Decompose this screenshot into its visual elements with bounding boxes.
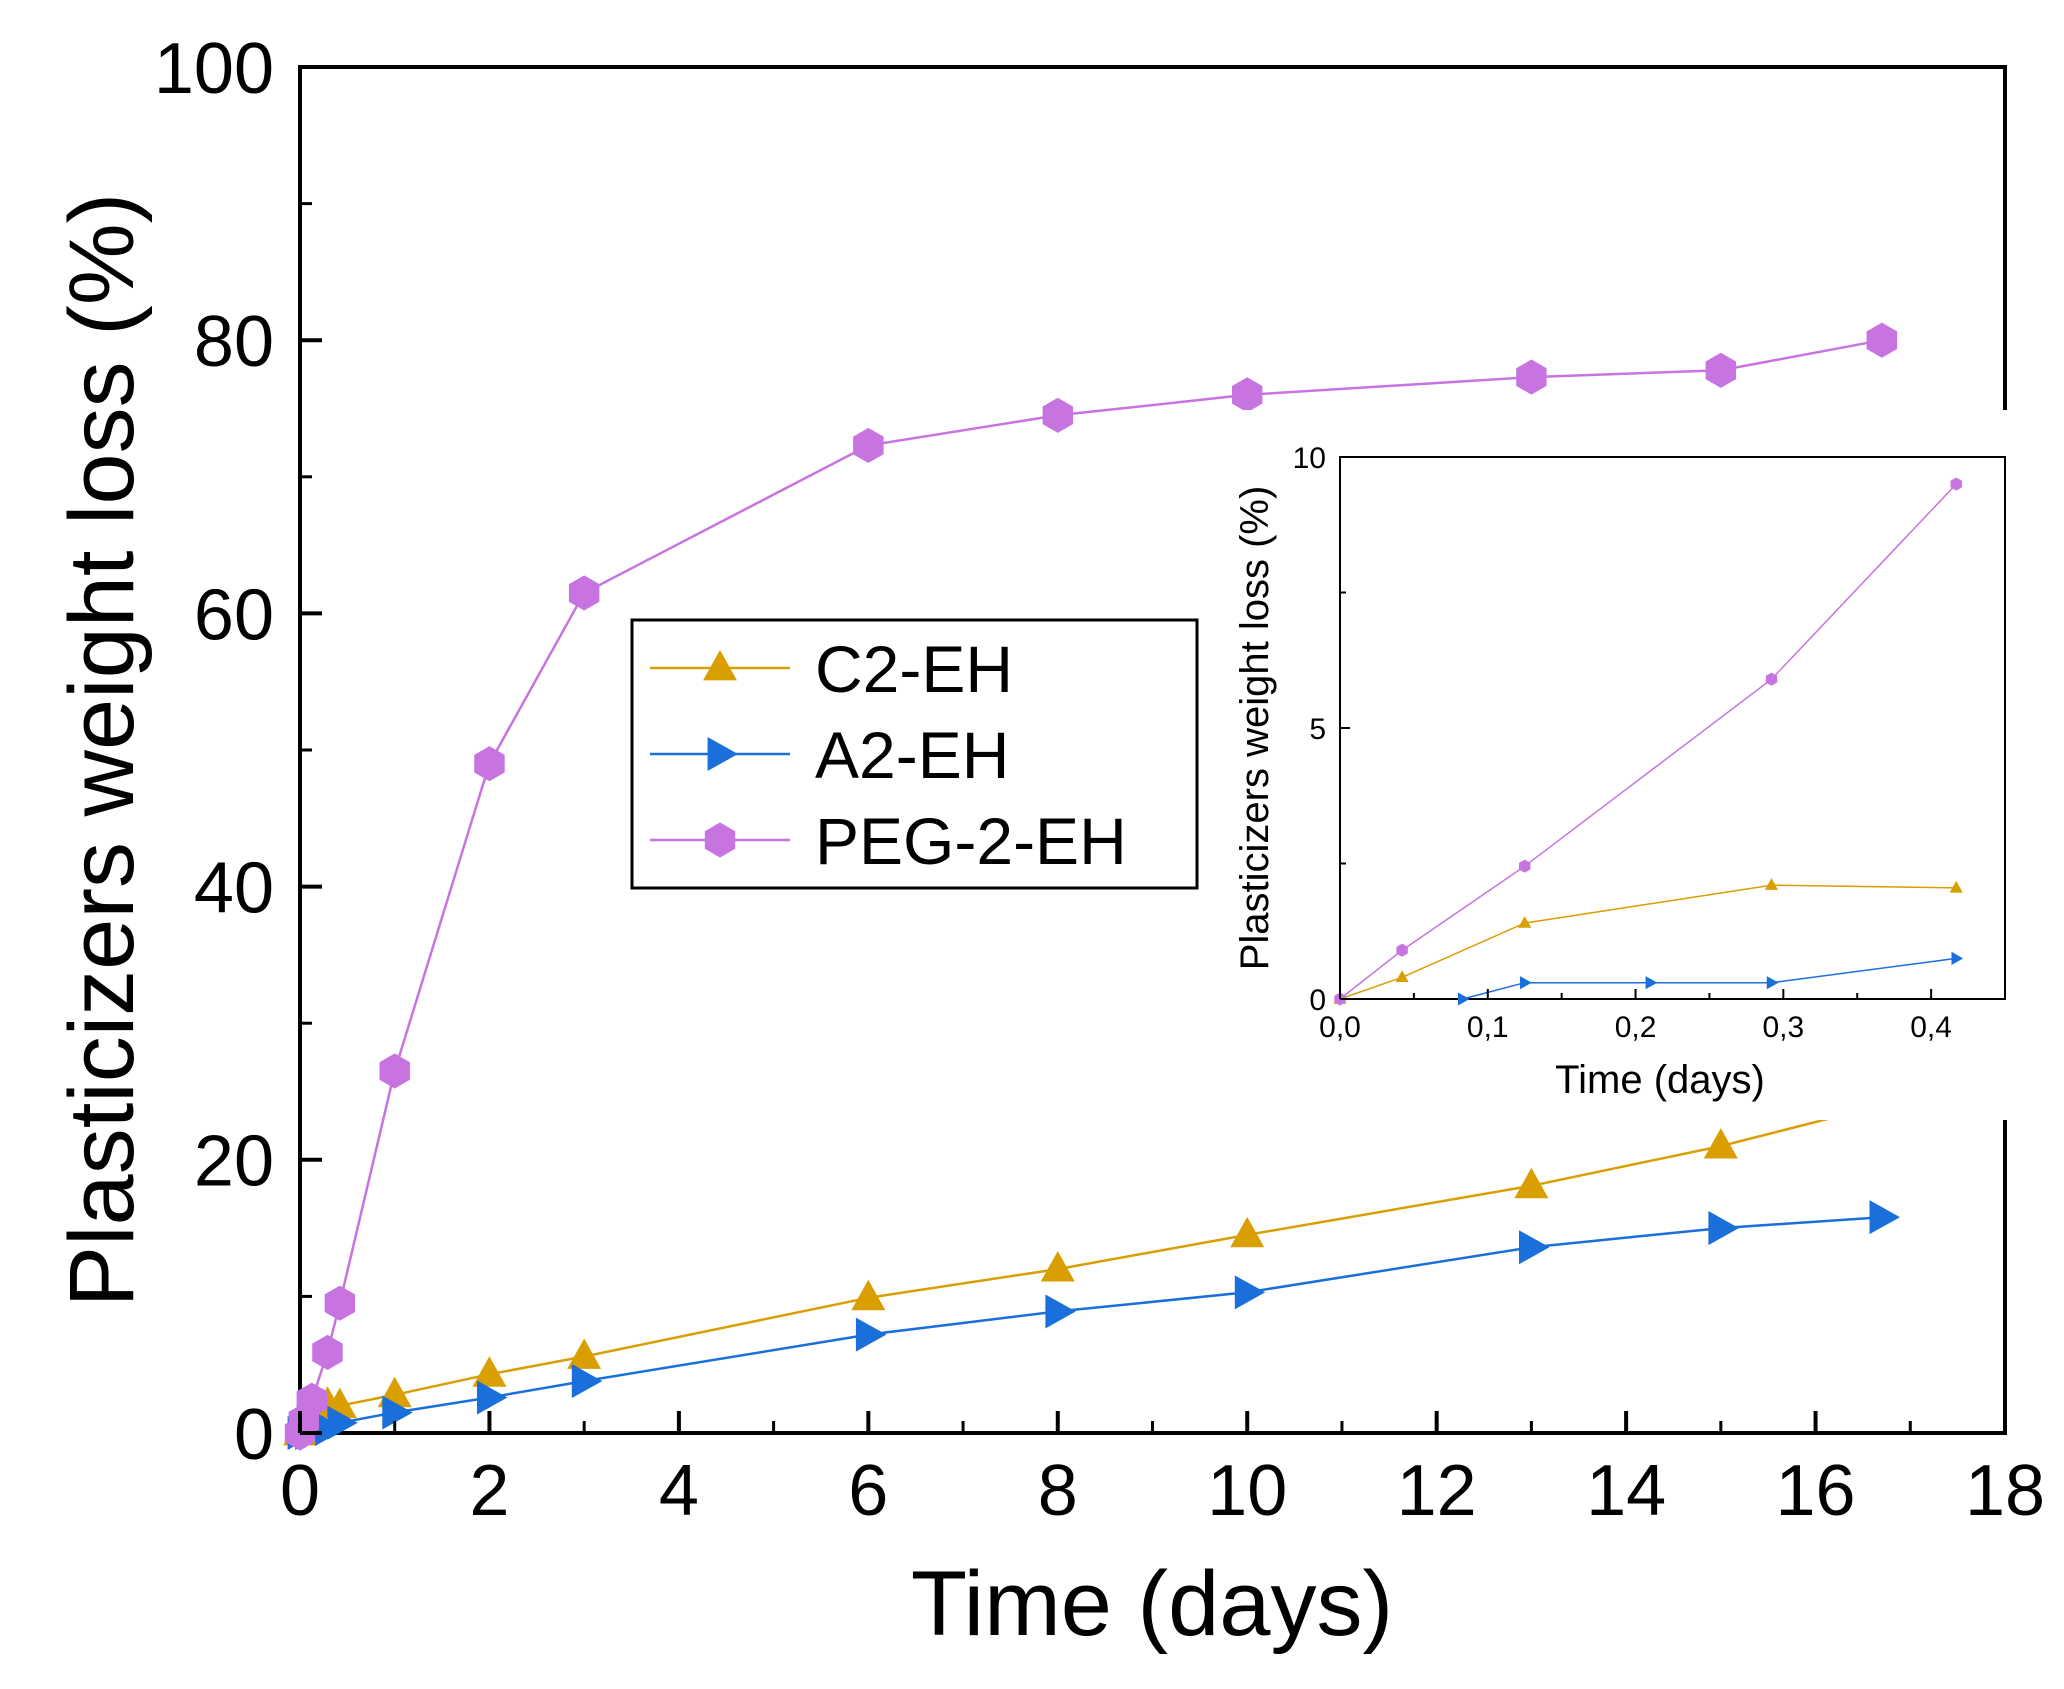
main-point-peg-2-eh (379, 1053, 410, 1089)
main-point-a2-eh (571, 1364, 603, 1399)
main-point-c2-eh (1040, 1251, 1075, 1282)
inset-y-axis-ticks: 0 5 10 (1293, 442, 1350, 1017)
main-x-tick-label: 0 (280, 1451, 320, 1531)
inset-plot: 0,0 0,1 0,2 0,3 0,4 0 5 10 Time (days) Plastic… (1233, 410, 2016, 1120)
main-point-a2-eh (1045, 1294, 1076, 1329)
main-x-tick-label: 6 (848, 1451, 888, 1531)
inset-background (1236, 410, 2016, 1120)
main-point-a2-eh (327, 1405, 358, 1440)
inset-point-peg-2-eh (1519, 859, 1531, 873)
inset-x-tick-label: 0,0 (1319, 1011, 1361, 1044)
legend-marker-peg-2-eh (704, 822, 736, 858)
legend-label-c2-eh: C2-EH (815, 632, 1013, 706)
inset-point-a2-eh (1520, 976, 1532, 990)
main-y-tick-label: 20 (194, 1122, 274, 1202)
main-point-peg-2-eh (853, 427, 884, 463)
main-y-tick-label: 80 (194, 302, 274, 382)
inset-point-a2-eh (1645, 976, 1658, 990)
main-y-tick-label: 100 (154, 29, 274, 109)
main-point-a2-eh (1519, 1230, 1550, 1265)
main-x-tick-label: 18 (1965, 1451, 2045, 1531)
main-point-peg-2-eh (568, 575, 600, 611)
main-point-a2-eh (477, 1380, 508, 1415)
inset-y-tick-label: 10 (1293, 442, 1326, 475)
main-point-peg-2-eh (1042, 397, 1073, 433)
inset-x-tick-label: 0,1 (1467, 1011, 1509, 1044)
main-point-a2-eh (1234, 1275, 1266, 1310)
main-point-a2-eh (855, 1317, 887, 1352)
main-point-peg-2-eh (1866, 322, 1898, 358)
main-x-axis-label: Time (days) (911, 1553, 1393, 1655)
main-x-tick-label: 8 (1038, 1451, 1078, 1531)
main-point-a2-eh (1708, 1211, 1739, 1246)
main-point-peg-2-eh (296, 1382, 328, 1418)
inset-y-axis-label: Plasticizers weight loss (%) (1233, 486, 1277, 971)
inset-point-c2-eh (1518, 916, 1532, 928)
main-x-tick-label: 2 (469, 1451, 509, 1531)
inset-point-a2-eh (1458, 992, 1470, 1006)
main-y-tick-label: 60 (194, 575, 274, 655)
main-point-c2-eh (851, 1279, 886, 1311)
inset-y-tick-label: 5 (1309, 713, 1326, 746)
main-x-axis-ticks: 0 2 4 6 8 10 12 14 16 18 (280, 1411, 2045, 1531)
main-point-c2-eh (1703, 1128, 1738, 1159)
main-y-axis-ticks: 0 20 40 60 80 100 (154, 29, 322, 1475)
inset-x-tick-label: 0,2 (1615, 1011, 1657, 1044)
legend-items: C2-EH A2-EH PEG-2-EH (650, 632, 1127, 878)
inset-point-peg-2-eh (1950, 477, 1962, 491)
inset-point-peg-2-eh (1765, 672, 1778, 686)
main-x-tick-label: 12 (1397, 1451, 1477, 1531)
inset-point-c2-eh (1949, 880, 1963, 893)
main-point-c2-eh (1514, 1167, 1549, 1199)
inset-x-tick-label: 0,4 (1910, 1011, 1952, 1044)
main-point-c2-eh (1230, 1216, 1265, 1248)
main-x-tick-label: 14 (1586, 1451, 1666, 1531)
main-point-c2-eh (567, 1338, 602, 1369)
legend-marker-c2-eh (703, 649, 737, 681)
main-series-layer (283, 322, 1900, 1451)
legend-label-peg-2-eh: PEG-2-EH (815, 804, 1127, 878)
inset-point-c2-eh (1395, 970, 1409, 982)
inset-point-a2-eh (1766, 976, 1779, 990)
inset-point-a2-eh (1951, 951, 1964, 965)
legend-marker-a2-eh (707, 737, 739, 771)
main-point-a2-eh (1869, 1200, 1900, 1235)
main-y-axis-label: Plasticizers weight loss (%) (51, 193, 153, 1308)
inset-y-tick-label: 0 (1309, 984, 1326, 1017)
inset-series-layer (1333, 477, 1964, 1006)
main-point-peg-2-eh (1516, 359, 1547, 395)
main-point-peg-2-eh (474, 746, 505, 782)
main-x-tick-label: 10 (1207, 1451, 1287, 1531)
inset-x-axis-ticks: 0,0 0,1 0,2 0,3 0,4 (1319, 989, 1952, 1044)
main-x-tick-label: 16 (1776, 1451, 1856, 1531)
main-y-tick-label: 40 (194, 849, 274, 929)
inset-x-axis-label: Time (days) (1555, 1058, 1765, 1102)
main-y-tick-label: 0 (234, 1395, 274, 1475)
main-x-tick-label: 4 (659, 1451, 699, 1531)
main-point-peg-2-eh (312, 1334, 343, 1370)
inset-point-peg-2-eh (1396, 943, 1408, 957)
main-point-peg-2-eh (324, 1285, 355, 1321)
legend: C2-EH A2-EH PEG-2-EH (630, 618, 1199, 890)
main-point-c2-eh (472, 1356, 507, 1387)
inset-point-c2-eh (1764, 878, 1779, 890)
main-point-a2-eh (382, 1395, 413, 1430)
legend-label-a2-eh: A2-EH (815, 718, 1009, 792)
main-point-peg-2-eh (1705, 352, 1737, 388)
inset-x-tick-label: 0,3 (1762, 1011, 1804, 1044)
